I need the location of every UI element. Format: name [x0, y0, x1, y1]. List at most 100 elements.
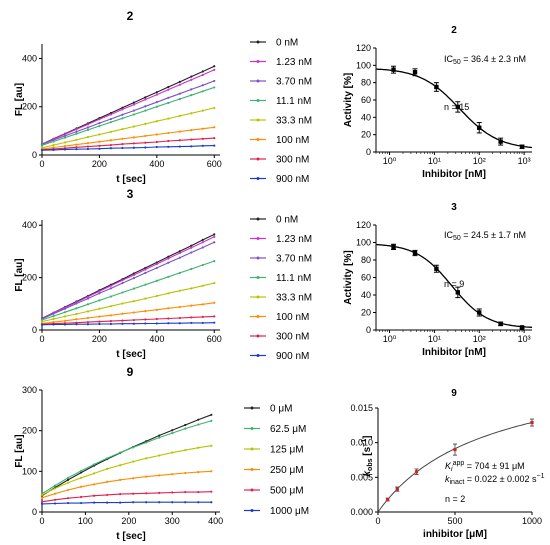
data-point — [190, 129, 193, 132]
legend-marker — [256, 217, 260, 221]
legend-marker — [250, 447, 254, 451]
data-point — [155, 266, 158, 270]
data-point — [201, 238, 204, 242]
y-axis-label: FL [au] — [14, 83, 25, 116]
data-point — [201, 315, 204, 319]
data-point — [434, 266, 439, 271]
y-axis-label: FL [au] — [14, 258, 25, 291]
data-point — [40, 500, 44, 503]
data-point — [158, 491, 161, 494]
data-point — [167, 131, 170, 135]
data-point — [109, 130, 113, 133]
data-point — [63, 144, 67, 148]
data-point — [63, 311, 67, 314]
legend-label: 100 nM — [276, 135, 309, 146]
legend-marker — [256, 79, 260, 83]
series-line — [41, 315, 215, 325]
svg-text:IC50 = 24.5 ± 1.7 nM: IC50 = 24.5 ± 1.7 nM — [444, 230, 526, 242]
data-point — [52, 315, 55, 318]
legend-label: 900 nM — [276, 174, 309, 185]
data-point — [190, 246, 193, 249]
y-tick-label: 0.015 — [350, 403, 373, 413]
data-point — [210, 444, 213, 447]
x-tick-label: 300 — [165, 516, 180, 526]
series-line — [41, 491, 212, 503]
series-line — [41, 80, 215, 145]
data-point — [190, 88, 193, 91]
data-point — [121, 117, 124, 120]
data-point — [201, 263, 204, 267]
data-point — [155, 322, 158, 325]
data-point — [213, 315, 216, 318]
x-tick-label: 10² — [473, 156, 486, 166]
data-point — [40, 144, 44, 147]
data-point — [158, 436, 161, 439]
data-point — [145, 492, 148, 495]
data-point — [121, 113, 124, 116]
legend-label: 33.3 nM — [276, 293, 312, 304]
data-point — [92, 472, 96, 475]
x-tick-label: 0 — [39, 516, 44, 526]
data-point — [121, 319, 124, 322]
legend-label: 11.1 nM — [276, 96, 311, 107]
data-point — [79, 501, 83, 505]
data-point — [92, 501, 96, 504]
data-point — [119, 464, 122, 467]
data-point — [197, 446, 200, 449]
data-point — [155, 261, 158, 264]
data-point — [132, 113, 135, 116]
series-line — [41, 107, 215, 149]
data-point — [52, 323, 55, 326]
data-point — [86, 295, 90, 298]
legend-label: 900 nM — [276, 351, 309, 362]
data-point — [190, 251, 193, 254]
data-point — [201, 90, 204, 93]
annotation-ki-9: Kiapp = 704 ± 91 μM kinact = 0.022 ± 0.0… — [445, 460, 545, 504]
data-point — [98, 307, 101, 310]
data-point — [184, 501, 187, 504]
data-point — [178, 92, 181, 95]
data-point — [119, 478, 122, 481]
legend-marker — [250, 468, 254, 471]
x-tick-label: 0 — [39, 159, 44, 169]
data-point — [98, 315, 101, 318]
data-point — [190, 78, 193, 81]
data-point — [52, 317, 55, 321]
annotation-n-3: n = 9 — [444, 279, 464, 289]
data-point — [453, 448, 457, 452]
data-point — [63, 307, 67, 310]
data-point — [530, 420, 534, 425]
data-point — [395, 487, 399, 491]
chart-title: 2 — [127, 9, 134, 23]
x-tick-label: 100 — [78, 516, 93, 526]
data-point — [132, 460, 135, 463]
data-point — [132, 136, 135, 139]
y-axis-label: Activity [%] — [343, 73, 354, 127]
data-point — [213, 282, 216, 285]
y-tick-label: 0.010 — [350, 438, 373, 448]
data-point — [213, 321, 216, 324]
series-line — [41, 420, 212, 495]
data-point — [75, 138, 78, 141]
series-line — [41, 236, 215, 319]
data-point — [201, 127, 204, 130]
data-point — [66, 501, 70, 505]
y-tick-label: 0 — [32, 325, 37, 335]
data-point — [155, 133, 158, 136]
legend-label: 0 μM — [270, 404, 292, 415]
data-point — [75, 312, 78, 316]
data-point — [197, 418, 200, 421]
data-point — [75, 321, 78, 324]
data-point — [121, 302, 124, 305]
data-point — [66, 481, 70, 484]
data-point — [109, 322, 113, 326]
legend-label: 500 μM — [270, 486, 304, 497]
legend-label: 3.70 nM — [276, 254, 312, 265]
data-point — [155, 294, 158, 298]
data-point — [190, 267, 193, 271]
data-point — [201, 284, 204, 287]
data-point — [79, 471, 83, 474]
data-point — [213, 241, 216, 244]
data-point — [63, 319, 67, 322]
